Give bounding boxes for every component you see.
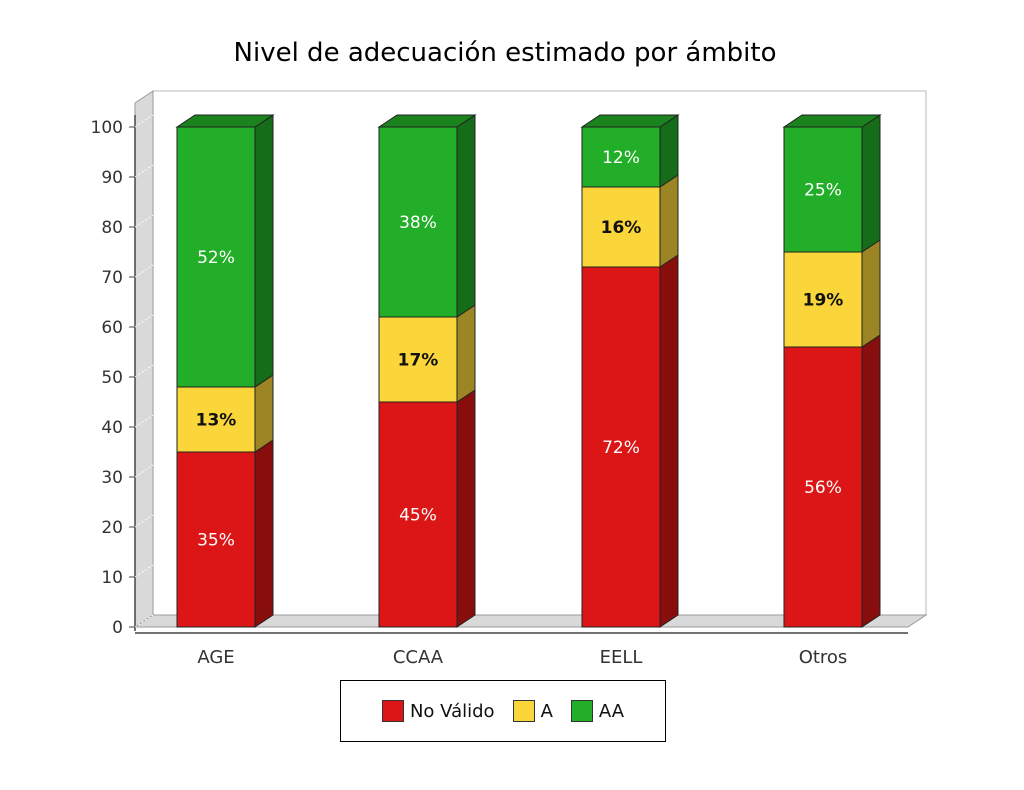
y-tick-label: 0	[112, 618, 123, 638]
legend-swatch	[512, 700, 535, 722]
bar-segment-age-no-v-lido	[176, 439, 274, 628]
bar-side	[861, 114, 881, 253]
plot-left-wall	[134, 90, 154, 628]
y-tick-label: 100	[91, 118, 123, 138]
bar-top	[782, 114, 882, 128]
bar-front	[783, 251, 863, 348]
legend-swatch	[381, 700, 404, 722]
legend-swatch	[570, 700, 593, 722]
y-tick-label: 40	[101, 418, 123, 438]
bar-segment-otros-a	[783, 239, 881, 348]
bar-segment-otros-no-v-lido	[783, 334, 881, 628]
data-label: 38%	[399, 213, 437, 233]
legend-label: No Válido	[409, 700, 495, 722]
y-tick-label: 10	[101, 568, 123, 588]
bar-front	[783, 346, 863, 628]
y-tick-label: 30	[101, 468, 123, 488]
legend-label: AA	[598, 700, 625, 722]
x-tick-label-otros: Otros	[799, 647, 848, 668]
bar-front	[176, 386, 256, 453]
bar-top	[580, 114, 680, 128]
bar-segment-ccaa-aa	[377, 114, 477, 318]
bar-front	[783, 126, 863, 253]
bar-front	[378, 126, 458, 318]
bar-segment-ccaa-a	[378, 304, 476, 403]
data-label: 16%	[601, 218, 642, 238]
data-label: 19%	[803, 291, 844, 311]
bar-top	[175, 114, 275, 128]
x-tick-label-eell: EELL	[600, 647, 643, 668]
data-label: 72%	[602, 438, 640, 458]
bar-top	[377, 114, 477, 128]
data-label: 13%	[196, 411, 237, 431]
bar-side	[861, 239, 881, 348]
bar-side	[659, 174, 679, 268]
y-tick-label: 20	[101, 518, 123, 538]
data-label: 12%	[602, 148, 640, 168]
bar-front	[176, 451, 256, 628]
bar-segment-ccaa-no-v-lido	[378, 389, 476, 628]
bar-segment-eell-no-v-lido	[581, 254, 679, 628]
data-label: 56%	[804, 478, 842, 498]
y-tick-label: 50	[101, 368, 123, 388]
bar-side	[861, 334, 881, 628]
bar-side	[456, 304, 476, 403]
bar-front	[176, 126, 256, 388]
bar-segment-eell-aa	[580, 114, 680, 188]
bar-segment-eell-a	[581, 174, 679, 268]
data-label: 52%	[197, 248, 235, 268]
legend-item-no-v-lido: No Válido	[381, 700, 495, 722]
data-label: 45%	[399, 506, 437, 526]
bar-side	[456, 114, 476, 318]
legend-item-aa: AA	[570, 700, 625, 722]
chart-title: Nivel de adecuación estimado por ámbito	[233, 38, 777, 68]
y-tick-label: 60	[101, 318, 123, 338]
bar-side	[659, 254, 679, 628]
data-label: 25%	[804, 181, 842, 201]
bar-segment-otros-aa	[782, 114, 882, 253]
bar-front	[581, 186, 661, 268]
bar-front	[581, 126, 661, 188]
bar-side	[254, 439, 274, 628]
x-tick-label-ccaa: CCAA	[393, 647, 444, 668]
bar-segment-age-aa	[175, 114, 275, 388]
legend-label: A	[540, 700, 553, 722]
bar-segment-age-a	[176, 374, 274, 453]
y-tick-label: 80	[101, 218, 123, 238]
bar-front	[378, 316, 458, 403]
data-label: 35%	[197, 531, 235, 551]
y-tick-label: 90	[101, 168, 123, 188]
data-label: 17%	[398, 351, 439, 371]
bar-side	[254, 374, 274, 453]
bar-front	[581, 266, 661, 628]
bar-side	[254, 114, 274, 388]
bar-side	[456, 389, 476, 628]
x-tick-label-age: AGE	[197, 647, 234, 668]
legend-item-a: A	[512, 700, 553, 722]
y-tick-label: 70	[101, 268, 123, 288]
chart-legend: No Válido A AA	[340, 680, 666, 742]
bar-front	[378, 401, 458, 628]
